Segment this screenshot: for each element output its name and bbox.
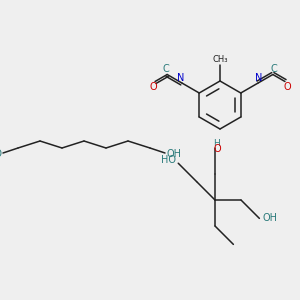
Text: N: N xyxy=(177,73,184,83)
Text: H: H xyxy=(214,139,220,148)
Text: CH₃: CH₃ xyxy=(212,56,228,64)
Text: HO: HO xyxy=(161,155,176,165)
Text: OH: OH xyxy=(167,149,182,159)
Text: N: N xyxy=(255,73,263,83)
Text: O: O xyxy=(283,82,291,92)
Text: HO: HO xyxy=(0,149,2,159)
Text: C: C xyxy=(163,64,169,74)
Text: O: O xyxy=(149,82,157,92)
Text: OH: OH xyxy=(263,213,278,224)
Text: O: O xyxy=(213,144,221,154)
Text: C: C xyxy=(271,64,277,74)
